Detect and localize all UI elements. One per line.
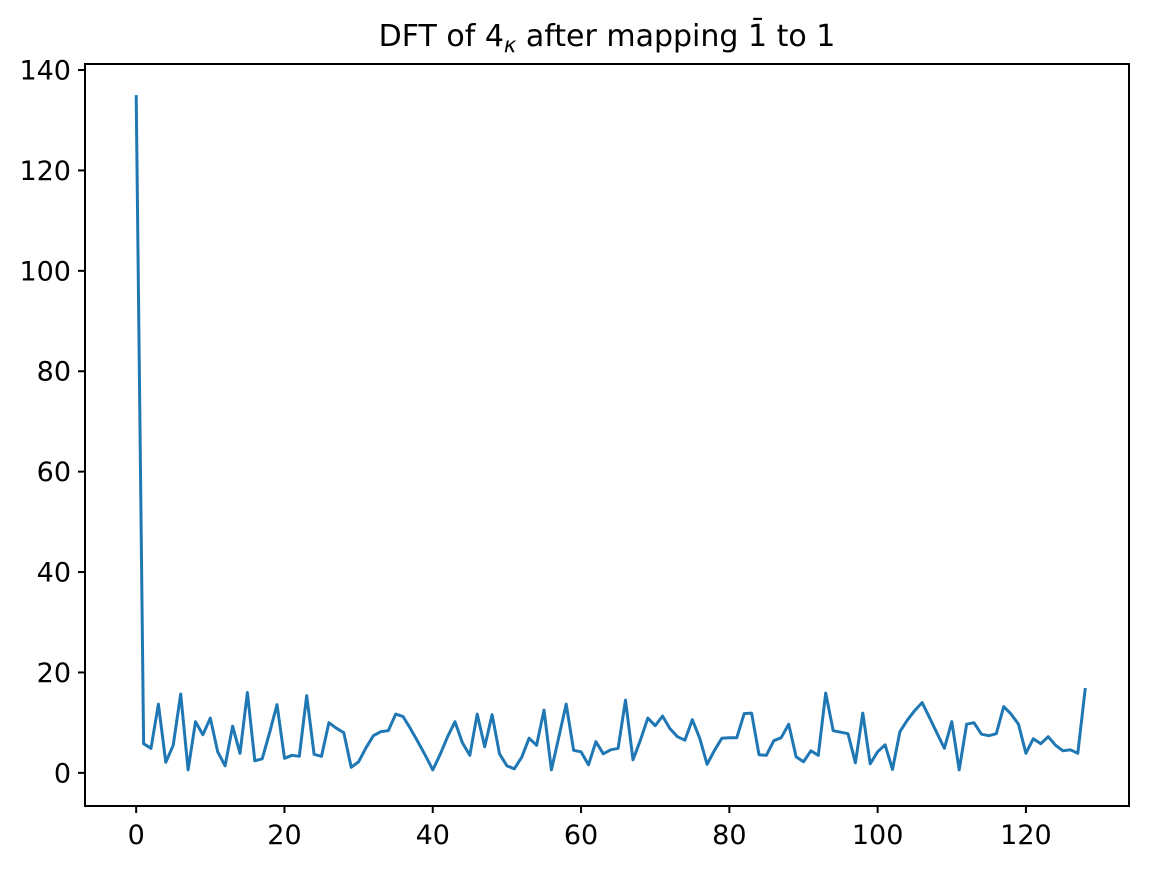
x-tick-label: 100 [852,820,904,851]
y-tick-label: 120 [19,156,71,187]
y-tick-label: 20 [37,658,71,689]
frame-layer [84,63,1130,807]
x-tick-label: 0 [128,820,145,851]
axes-layer: 0 20 40 60 80 100 120 0 20 40 60 80 100 120 140 [19,56,1051,851]
dft-magnitude-line [134,95,1087,772]
x-tick-label: 20 [267,820,301,851]
chart-title: DFT of 4κ after mapping 1̄ to 1 [379,18,836,57]
x-tick-label: 120 [1000,820,1052,851]
chart-title-suffix: after mapping 1̄ to 1 [516,18,835,54]
y-tick-label: 40 [37,558,71,589]
y-tick-label: 80 [37,357,71,388]
chart-title-prefix: DFT of 4 [379,19,504,54]
y-tick-label: 0 [54,758,71,789]
x-tick-label: 40 [416,820,450,851]
y-tick-label: 60 [37,457,71,488]
x-tick-label: 80 [712,820,746,851]
x-tick-label: 60 [564,820,598,851]
axes-frame [84,63,1130,807]
y-tick-label: 140 [19,56,71,87]
series-layer [134,95,1087,772]
chart-title-subscript-kappa: κ [504,33,517,57]
y-tick-label: 100 [19,256,71,287]
